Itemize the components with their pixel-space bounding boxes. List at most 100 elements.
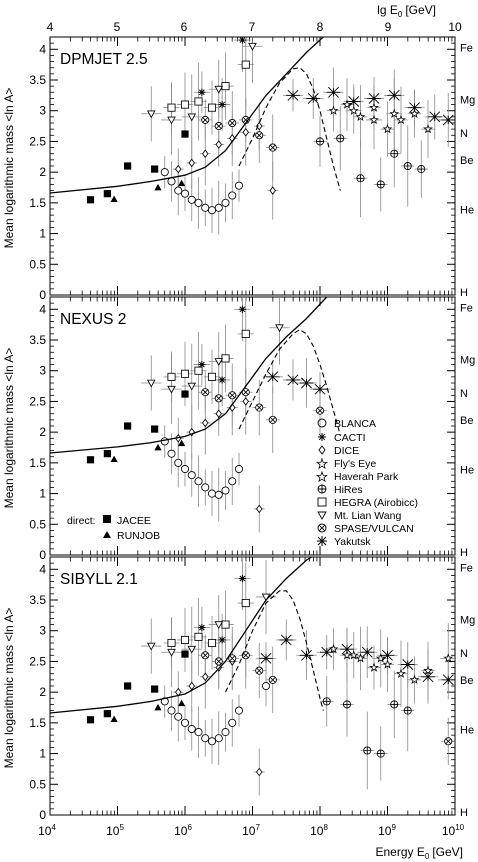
point-blanca (160, 168, 169, 177)
point-yakutsk (407, 102, 422, 114)
legend-label: HEGRA (Airobicc) (334, 497, 418, 509)
legend-marker-mt-lian-wang (317, 511, 327, 520)
point-hegra-airobicc (207, 103, 217, 112)
spase-x (229, 120, 236, 126)
legend-marker-spase (317, 523, 327, 533)
point-dice (256, 504, 263, 514)
point-dice (215, 409, 222, 419)
point-yakutsk (326, 86, 341, 98)
point-yakutsk (441, 674, 455, 686)
point-yakutsk (299, 377, 314, 389)
spase-x (269, 144, 276, 151)
hires-cross (356, 174, 365, 182)
hires-cross (316, 137, 324, 146)
element-labels: H He Be N Mg Fe (460, 562, 475, 819)
legend-label: Haverah Park (334, 471, 399, 483)
point-fly-s-eye (396, 668, 406, 678)
point-hegra-airobicc (221, 620, 230, 629)
y-tick-label: 4 (39, 42, 46, 56)
point-spase-vulcan (255, 131, 264, 140)
element-label: He (460, 725, 474, 737)
point-blanca (167, 449, 176, 458)
point-blanca (201, 734, 210, 743)
spase-x (229, 392, 236, 399)
point-jacee (103, 450, 111, 458)
point-fly-s-eye (369, 102, 379, 112)
point-blanca (180, 464, 190, 474)
point-yakutsk (259, 652, 273, 664)
spase-x (445, 738, 452, 745)
y-tick-label: 1.5 (29, 456, 46, 470)
hires-cross (404, 706, 412, 715)
point-dice (202, 672, 209, 682)
y-tick-label: 0 (39, 808, 46, 822)
y-tick-label: 1.5 (29, 716, 46, 730)
point-blanca (201, 203, 210, 212)
legend-label: HiRes (334, 484, 363, 496)
legend-entry: HEGRA (Airobicc) (317, 497, 418, 509)
point-yakutsk (387, 89, 402, 101)
y-tick-label: 4 (39, 562, 46, 576)
point-yakutsk (427, 111, 442, 123)
y-axis: 0 0.5 1 1.5 2 2.5 3 3.5 4 (29, 302, 455, 562)
element-label: Fe (460, 42, 473, 54)
point-mt-lian-wang (214, 621, 224, 630)
spase-x (269, 677, 276, 683)
point-hegra-airobicc (207, 638, 217, 648)
legend-marker-hires-cross (318, 485, 326, 493)
point-blanca (234, 181, 244, 190)
hires-cross (390, 700, 398, 709)
legend-entry: CACTI (318, 432, 366, 444)
spase-x (215, 658, 222, 665)
point-hegra-airobicc (167, 638, 176, 648)
y-tick-label: 1 (39, 227, 46, 241)
point-hires (390, 149, 399, 158)
point-spase-vulcan (268, 143, 277, 152)
point-spase-vulcan (444, 737, 453, 746)
point-blanca (194, 728, 203, 737)
point-mt-lian-wang (214, 358, 224, 366)
point-hegra-airobicc (180, 369, 190, 378)
top-tick-label: 7 (249, 20, 256, 34)
legend-marker-haverah-park (316, 470, 328, 483)
point-runjob (178, 439, 186, 447)
point-cacti (198, 624, 206, 632)
point-mt-lian-wang (167, 385, 176, 394)
data-layer (86, 297, 331, 533)
point-dice (188, 427, 195, 437)
legend-entry: SPASE/VULCAN (317, 523, 414, 535)
y-tick-label: 4 (39, 302, 46, 316)
y-tick-label: 3 (39, 104, 46, 118)
spase-x (202, 652, 209, 659)
point-dice (215, 140, 222, 149)
point-yakutsk (265, 371, 280, 383)
point-hires (363, 746, 372, 755)
element-label: H (460, 287, 468, 299)
point-fly-s-eye (355, 653, 366, 663)
point-haverah-park (443, 653, 454, 663)
point-blanca (207, 489, 217, 498)
point-runjob (110, 715, 118, 723)
legend-entry: HiRes (317, 484, 363, 496)
point-blanca (194, 198, 203, 207)
model-curve-solid (50, 297, 328, 454)
point-spase-vulcan (201, 115, 210, 124)
legend: BLANCA CACTI DICE Fly's Eye Haverah Park… (67, 418, 418, 548)
point-dice (175, 164, 182, 174)
point-yakutsk (279, 634, 294, 646)
point-yakutsk (400, 659, 415, 670)
y-tick-label: 2.5 (29, 134, 46, 148)
point-cacti (218, 376, 226, 384)
data-layer (86, 557, 455, 796)
point-yakutsk (299, 649, 314, 661)
x-axis (49, 297, 456, 555)
point-haverah-park (389, 108, 400, 118)
point-fly-s-eye (382, 123, 393, 134)
point-fly-s-eye (355, 111, 366, 122)
y-tick-label: 3.5 (29, 73, 46, 87)
point-hires (315, 137, 325, 146)
point-hegra-airobicc (180, 635, 190, 644)
model-curve-dashed (238, 67, 341, 191)
point-jacee (151, 165, 159, 173)
